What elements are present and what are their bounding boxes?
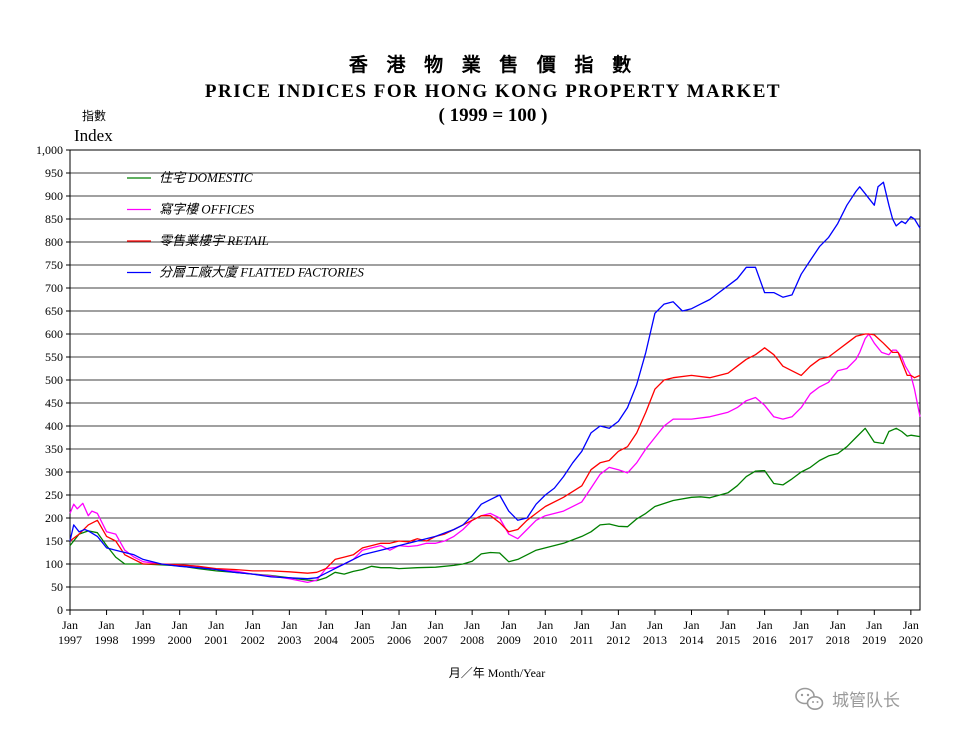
x-tick-month: Jan <box>354 618 370 632</box>
y-tick-label: 250 <box>45 488 63 502</box>
x-tick-month: Jan <box>391 618 407 632</box>
grid-lines <box>70 172 920 588</box>
x-tick-month: Jan <box>757 618 773 632</box>
y-tick-label: 700 <box>45 281 63 295</box>
y-tick-label: 750 <box>45 258 63 272</box>
y-tick-label: 950 <box>45 166 63 180</box>
x-tick-year: 2020 <box>899 633 923 647</box>
x-tick-month: Jan <box>574 618 590 632</box>
x-tick-month: Jan <box>647 618 663 632</box>
x-tick-month: Jan <box>99 618 115 632</box>
x-tick-year: 2012 <box>606 633 630 647</box>
y-axis: 0 50 100 150 200 250 300 350 400 450 500 550 600 650 7… <box>36 143 70 617</box>
x-axis-label: 月／年 Month/Year <box>449 666 545 680</box>
series-lines <box>69 181 921 584</box>
x-tick-month: Jan <box>610 618 626 632</box>
y-tick-label: 900 <box>45 189 63 203</box>
watermark-text: 城管队长 <box>832 691 900 711</box>
y-tick-label: 400 <box>45 419 63 433</box>
x-tick-month: Jan <box>793 618 809 632</box>
x-tick-year: 2017 <box>789 633 813 647</box>
x-tick-year: 2010 <box>533 633 557 647</box>
y-tick-label: 300 <box>45 465 63 479</box>
x-tick-year: 1997 <box>58 633 82 647</box>
legend: 住宅 DOMESTIC 寫字樓 OFFICES 零售業樓宇 RETAIL 分層工廠大廈… <box>127 170 364 280</box>
x-tick-year: 2000 <box>168 633 192 647</box>
y-tick-label: 500 <box>45 373 63 387</box>
series-line-3 <box>69 181 921 580</box>
x-tick-year: 2011 <box>570 633 594 647</box>
legend-label: 住宅 DOMESTIC <box>159 170 253 185</box>
legend-label: 零售業樓宇 RETAIL <box>159 233 269 248</box>
chart-subtitle: ( 1999 = 100 ) <box>439 105 548 126</box>
y-axis-label-zh: 指數 <box>82 108 106 123</box>
x-tick-month: Jan <box>318 618 334 632</box>
x-tick-month: Jan <box>501 618 517 632</box>
legend-label: 分層工廠大廈 FLATTED FACTORIES <box>159 265 364 280</box>
x-tick-month: Jan <box>464 618 480 632</box>
x-tick-month: Jan <box>903 618 919 632</box>
y-tick-label: 850 <box>45 212 63 226</box>
y-tick-label: 150 <box>45 534 63 548</box>
y-tick-label: 200 <box>45 511 63 525</box>
legend-label: 寫字樓 OFFICES <box>159 202 254 217</box>
y-tick-label: 50 <box>51 580 63 594</box>
y-tick-label: 800 <box>45 235 63 249</box>
y-tick-label: 0 <box>57 603 63 617</box>
x-tick-year: 2006 <box>387 633 411 647</box>
watermark: 城管队长 <box>795 687 900 711</box>
x-tick-year: 2002 <box>241 633 265 647</box>
chart-title-zh: 香 港 物 業 售 價 指 數 <box>348 53 637 76</box>
x-tick-month: Jan <box>428 618 444 632</box>
x-tick-year: 2005 <box>350 633 374 647</box>
y-tick-label: 100 <box>45 557 63 571</box>
x-tick-year: 2013 <box>643 633 667 647</box>
y-tick-label: 350 <box>45 442 63 456</box>
x-tick-month: Jan <box>135 618 151 632</box>
x-tick-year: 2001 <box>204 633 228 647</box>
x-tick-year: 2019 <box>862 633 886 647</box>
y-tick-label: 600 <box>45 327 63 341</box>
series-line-0 <box>69 427 921 582</box>
x-tick-year: 2007 <box>424 633 448 647</box>
y-axis-label: Index <box>74 126 113 145</box>
x-tick-year: 2014 <box>680 633 704 647</box>
x-tick-month: Jan <box>537 618 553 632</box>
series-line-2 <box>69 333 921 574</box>
x-tick-month: Jan <box>245 618 261 632</box>
x-tick-month: Jan <box>172 618 188 632</box>
x-tick-year: 2016 <box>753 633 777 647</box>
y-tick-label: 650 <box>45 304 63 318</box>
x-tick-year: 2004 <box>314 633 338 647</box>
x-tick-year: 2008 <box>460 633 484 647</box>
y-tick-label: 450 <box>45 396 63 410</box>
x-tick-year: 2015 <box>716 633 740 647</box>
x-axis: Jan1997Jan1998Jan1999Jan2000Jan2001Jan20… <box>58 610 923 647</box>
x-tick-month: Jan <box>830 618 846 632</box>
y-tick-label: 550 <box>45 350 63 364</box>
x-tick-month: Jan <box>62 618 78 632</box>
chart-title: PRICE INDICES FOR HONG KONG PROPERTY MAR… <box>205 81 781 102</box>
y-tick-label: 1,000 <box>36 143 63 157</box>
x-tick-year: 1999 <box>131 633 155 647</box>
x-tick-year: 1998 <box>95 633 119 647</box>
wechat-icon <box>795 687 824 710</box>
x-tick-month: Jan <box>281 618 297 632</box>
x-tick-month: Jan <box>208 618 224 632</box>
x-tick-month: Jan <box>684 618 700 632</box>
x-tick-year: 2003 <box>277 633 301 647</box>
x-tick-year: 2009 <box>497 633 521 647</box>
x-tick-month: Jan <box>866 618 882 632</box>
x-tick-month: Jan <box>720 618 736 632</box>
x-tick-year: 2018 <box>826 633 850 647</box>
